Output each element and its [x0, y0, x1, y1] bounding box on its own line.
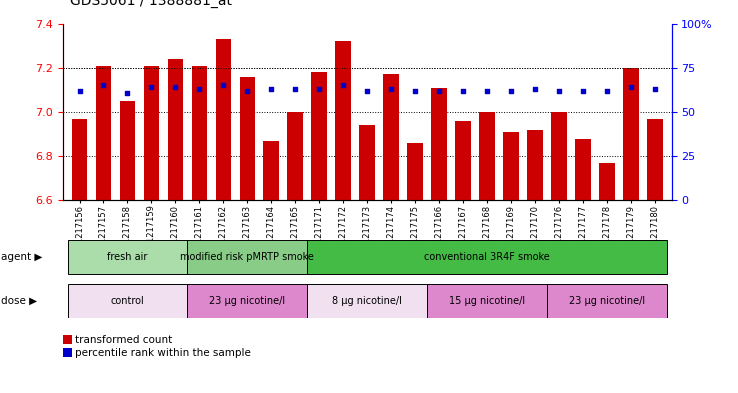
Text: 8 μg nicotine/l: 8 μg nicotine/l — [332, 296, 402, 306]
Point — [553, 88, 565, 94]
Bar — [288, 112, 303, 200]
Bar — [67, 284, 187, 318]
Text: modified risk pMRTP smoke: modified risk pMRTP smoke — [180, 252, 314, 263]
Bar — [67, 241, 187, 274]
Point — [122, 90, 134, 96]
Point — [241, 88, 253, 94]
Bar — [187, 241, 307, 274]
Point — [385, 86, 397, 92]
Point — [314, 86, 325, 92]
Bar — [359, 125, 375, 200]
Point — [433, 88, 445, 94]
Bar — [311, 72, 327, 200]
Bar — [623, 68, 638, 200]
Text: 15 μg nicotine/l: 15 μg nicotine/l — [449, 296, 525, 306]
Text: transformed count: transformed count — [75, 334, 173, 345]
Bar — [187, 284, 307, 318]
Bar — [407, 143, 423, 200]
Bar — [335, 41, 351, 200]
Bar — [431, 88, 446, 200]
Point — [601, 88, 613, 94]
Point — [74, 88, 86, 94]
Bar — [455, 121, 471, 200]
Bar — [120, 101, 135, 200]
Point — [266, 86, 277, 92]
Point — [457, 88, 469, 94]
Bar — [307, 241, 667, 274]
Bar — [192, 66, 207, 200]
Point — [337, 83, 349, 89]
Text: agent ▶: agent ▶ — [1, 252, 43, 263]
Text: fresh air: fresh air — [107, 252, 148, 263]
Text: dose ▶: dose ▶ — [1, 296, 38, 306]
Point — [289, 86, 301, 92]
Bar — [383, 74, 399, 200]
Bar — [307, 284, 427, 318]
Bar — [551, 112, 567, 200]
Point — [577, 88, 589, 94]
Bar — [72, 119, 87, 200]
Bar — [527, 130, 542, 200]
Point — [409, 88, 421, 94]
Text: control: control — [111, 296, 145, 306]
Bar — [575, 139, 590, 200]
Bar — [144, 66, 159, 200]
Bar — [215, 39, 231, 200]
Point — [145, 84, 157, 90]
Point — [481, 88, 493, 94]
Point — [505, 88, 517, 94]
Bar — [599, 163, 615, 200]
Bar — [168, 59, 183, 200]
Bar — [503, 132, 519, 200]
Bar — [647, 119, 663, 200]
Bar — [479, 112, 494, 200]
Text: GDS5061 / 1388881_at: GDS5061 / 1388881_at — [70, 0, 232, 8]
Text: 23 μg nicotine/l: 23 μg nicotine/l — [569, 296, 645, 306]
Point — [97, 83, 109, 89]
Point — [625, 84, 637, 90]
Point — [361, 88, 373, 94]
Text: 23 μg nicotine/l: 23 μg nicotine/l — [210, 296, 286, 306]
Bar — [547, 284, 667, 318]
Bar — [427, 284, 547, 318]
Point — [218, 83, 230, 89]
Text: percentile rank within the sample: percentile rank within the sample — [75, 347, 251, 358]
Bar — [96, 66, 111, 200]
Point — [649, 86, 661, 92]
Bar — [240, 77, 255, 200]
Point — [529, 86, 541, 92]
Text: conventional 3R4F smoke: conventional 3R4F smoke — [424, 252, 550, 263]
Bar — [263, 141, 279, 200]
Point — [170, 84, 182, 90]
Point — [193, 86, 205, 92]
